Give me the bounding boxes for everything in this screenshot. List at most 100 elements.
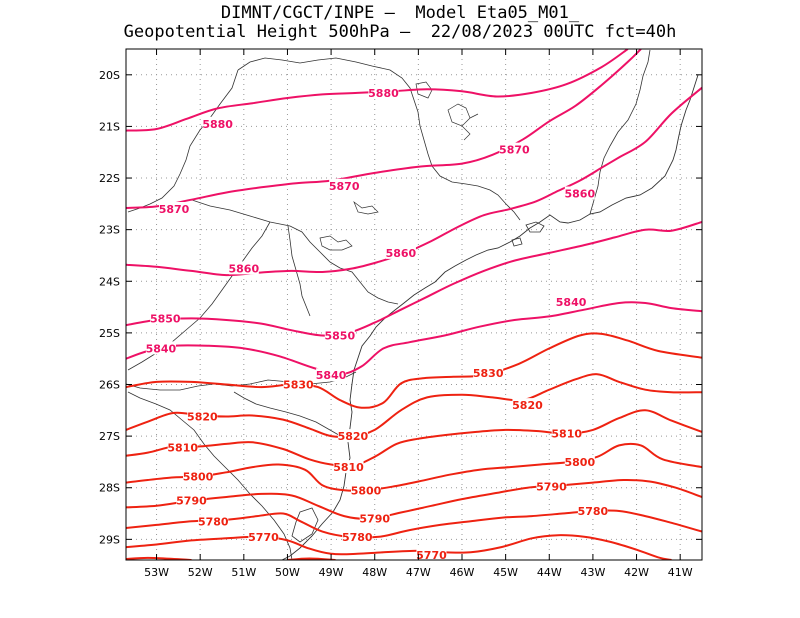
contour-label: 5850	[150, 312, 181, 325]
contour-label-bg	[228, 261, 259, 275]
contour-5790	[126, 478, 702, 520]
contour-label: 5830	[283, 379, 314, 392]
contour-5850	[126, 220, 702, 337]
contour-5810	[126, 409, 702, 468]
x-tick-label: 46W	[450, 566, 475, 579]
axes: 53W 52W 51W 50W 49W 48W 47W 46W 45W 44W 43W 42W 41W 2…	[99, 49, 702, 579]
border-mg-es	[589, 49, 651, 215]
contour-label-bg	[564, 454, 595, 468]
contour-label: 5780	[342, 531, 373, 544]
contour-label-bg	[333, 460, 364, 474]
contour-label-bg	[551, 426, 582, 440]
contour-5780	[126, 509, 702, 539]
border-mg-sp	[237, 57, 521, 221]
border-argentina	[127, 391, 293, 560]
contour-label-bg	[167, 440, 198, 454]
contour-lines	[126, 49, 702, 560]
contour-label: 5880	[368, 87, 399, 100]
contour-label-bg	[176, 493, 207, 507]
contour-label: 5820	[187, 411, 218, 424]
chart-title-line2: Geopotential Height 500hPa — 22/08/2023 …	[123, 22, 677, 42]
reservoir-4	[415, 81, 433, 99]
y-tick-label: 28S	[99, 482, 120, 495]
contour-label-bg	[150, 311, 181, 325]
y-tick-label: 27S	[99, 430, 120, 443]
island-sp	[511, 237, 523, 247]
y-tick-label: 24S	[99, 275, 120, 288]
contour-label-bg	[283, 377, 314, 391]
contour-label-bg	[473, 366, 504, 380]
contour-label: 5800	[565, 456, 596, 469]
contour-label-bg	[385, 245, 416, 259]
contour-label-bg	[564, 186, 595, 200]
contour-label: 5790	[536, 481, 567, 494]
contour-label-bg	[416, 547, 447, 560]
contour-label-bg	[359, 511, 390, 525]
x-tick-label: 43W	[580, 566, 605, 579]
contour-label-bg	[368, 85, 399, 99]
contour-5820	[126, 373, 702, 438]
contour-5840	[126, 301, 702, 376]
contour-label-bg	[329, 178, 360, 192]
x-tick-label: 51W	[231, 566, 256, 579]
contour-label-bg	[145, 341, 176, 355]
y-tick-label: 22S	[99, 172, 120, 185]
x-tick-label: 53W	[144, 566, 169, 579]
contour-label-bg	[512, 398, 543, 412]
x-tick-label: 52W	[188, 566, 213, 579]
contour-label: 5770	[416, 549, 447, 562]
contour-5870	[126, 49, 642, 209]
contour-label: 5870	[499, 144, 530, 157]
reservoir-1	[447, 103, 479, 141]
contour-label: 5860	[565, 188, 596, 201]
contour-label-bg	[198, 514, 229, 528]
x-tick-label: 42W	[624, 566, 649, 579]
y-tick-label: 23S	[99, 224, 120, 237]
contour-label: 5810	[551, 428, 582, 441]
contour-5800	[126, 442, 702, 492]
contour-label: 5870	[329, 180, 360, 193]
reservoir-3	[319, 235, 353, 251]
contour-5770	[126, 534, 672, 560]
contour-5830	[126, 332, 702, 409]
contour-label: 5840	[316, 369, 347, 382]
contour-label: 5820	[512, 399, 543, 412]
contour-label: 5790	[176, 495, 207, 508]
contour-label-bg	[183, 469, 213, 483]
x-tick-label: 49W	[319, 566, 344, 579]
contour-label-bg	[342, 529, 373, 543]
contour-label-bg	[499, 142, 530, 156]
island-rj	[525, 221, 545, 233]
contour-label: 5770	[248, 531, 279, 544]
contour-label-bg	[351, 483, 381, 497]
border-ms-sp	[127, 69, 239, 213]
contour-label-bg	[324, 328, 355, 342]
contour-label: 5800	[351, 484, 382, 497]
border-sp-pr	[191, 199, 399, 305]
contour-label: 5830	[473, 367, 504, 380]
contour-label-bg	[159, 202, 189, 216]
border-sc-rs	[233, 391, 345, 439]
contour-label-bg	[316, 368, 347, 382]
contour-label: 5800	[183, 470, 214, 483]
x-tick-label: 48W	[362, 566, 387, 579]
contour-label: 5860	[386, 247, 417, 260]
x-tick-label: 50W	[275, 566, 300, 579]
contour-labels: 5880 5880 5870 5870 5870 5860 5860 5860 5850 5850…	[145, 85, 609, 562]
contour-label-bg	[248, 529, 279, 543]
contour-label: 5780	[578, 505, 609, 518]
y-tick-label: 26S	[99, 379, 120, 392]
y-tick-label: 20S	[99, 69, 120, 82]
x-tick-label: 47W	[406, 566, 431, 579]
contour-label-bg	[337, 429, 368, 443]
contour-label: 5820	[338, 430, 369, 443]
contour-label: 5850	[325, 329, 356, 342]
border-ms-pr	[287, 225, 311, 317]
contour-label-bg	[556, 294, 587, 308]
contour-label: 5860	[229, 262, 260, 275]
y-tick-label: 25S	[99, 327, 120, 340]
y-tick-label: 21S	[99, 120, 120, 133]
contour-label-bg	[577, 503, 608, 517]
plot-frame	[125, 48, 703, 561]
